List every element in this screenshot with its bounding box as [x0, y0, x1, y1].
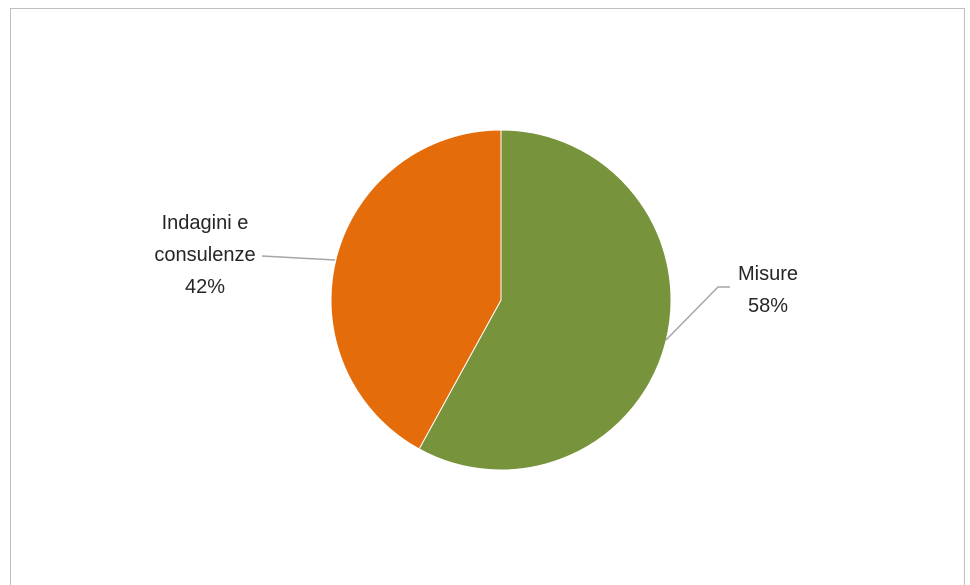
- data-label-category: Indagini e: [162, 212, 249, 234]
- pie-slices: [330, 129, 672, 471]
- leader-lines: [261, 255, 730, 341]
- data-label-category: consulenze: [154, 244, 255, 266]
- data-label-percent: 42%: [185, 276, 225, 298]
- data-labels: Misure 58% Indagini e consulenze 42%: [154, 212, 798, 317]
- data-label-percent: 58%: [748, 295, 788, 317]
- data-label-category: Misure: [738, 263, 798, 285]
- pie-slice: [418, 129, 672, 471]
- pie-slice: [330, 129, 502, 450]
- leader-line: [665, 286, 730, 341]
- leader-line: [261, 255, 336, 261]
- data-label: Misure 58%: [738, 263, 798, 317]
- data-label: Indagini e consulenze 42%: [154, 212, 255, 298]
